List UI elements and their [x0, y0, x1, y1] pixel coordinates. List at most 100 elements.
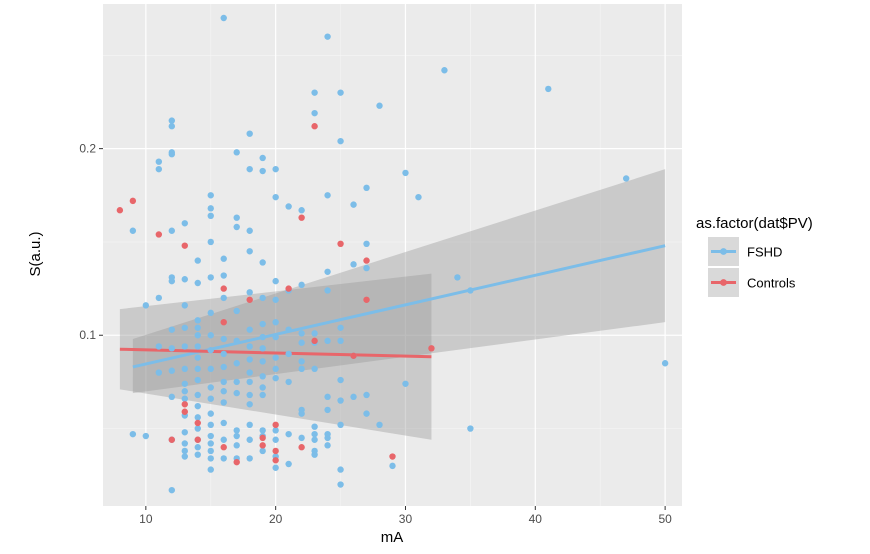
point-fshd [337, 466, 344, 473]
point-fshd [207, 238, 214, 246]
point-fshd [233, 149, 240, 156]
point-controls [220, 318, 227, 326]
y-tick-label: 0.1 [79, 328, 96, 342]
point-fshd [324, 406, 331, 414]
point-fshd [389, 462, 396, 470]
point-fshd [246, 289, 253, 296]
point-fshd [246, 455, 253, 462]
point-fshd [311, 451, 318, 458]
point-controls [116, 207, 124, 214]
point-fshd [363, 391, 370, 399]
point-controls [194, 419, 201, 427]
point-fshd [181, 380, 188, 387]
point-fshd [181, 429, 188, 436]
legend-key-point [720, 248, 727, 255]
y-tick-label: 0.2 [79, 142, 96, 156]
point-fshd [311, 423, 318, 430]
point-fshd [324, 337, 331, 345]
point-fshd [194, 332, 201, 339]
point-fshd [298, 365, 305, 373]
point-fshd [181, 276, 188, 283]
point-fshd [337, 481, 344, 488]
point-fshd [285, 430, 292, 438]
point-fshd [220, 255, 227, 262]
point-fshd [246, 421, 253, 429]
point-fshd [168, 393, 176, 401]
point-fshd [298, 281, 305, 289]
point-controls [337, 240, 344, 248]
point-fshd [311, 89, 318, 96]
point-fshd [454, 274, 461, 281]
point-fshd [363, 264, 370, 272]
legend-title: as.factor(dat$PV) [696, 215, 813, 232]
point-fshd [233, 389, 240, 397]
point-fshd [168, 151, 176, 158]
point-fshd [194, 324, 201, 331]
point-controls [233, 458, 240, 466]
x-axis: 10 20 30 40 50 [139, 506, 672, 526]
point-fshd [259, 345, 266, 352]
point-fshd [246, 436, 253, 443]
point-fshd [350, 201, 357, 208]
point-fshd [181, 302, 188, 309]
point-fshd [259, 333, 266, 341]
point-fshd [233, 378, 240, 386]
point-controls [350, 352, 357, 359]
point-fshd [259, 427, 266, 434]
point-controls [259, 442, 266, 449]
point-fshd [207, 395, 214, 402]
point-fshd [220, 363, 227, 371]
x-tick-label: 30 [399, 512, 413, 526]
point-fshd [220, 350, 227, 358]
x-tick-label: 50 [658, 512, 672, 526]
point-fshd [311, 436, 318, 443]
point-fshd [298, 330, 305, 337]
point-fshd [207, 205, 214, 212]
legend-label: FSHD [747, 245, 782, 260]
point-fshd [246, 356, 253, 363]
point-fshd [363, 240, 370, 248]
point-controls [181, 401, 188, 408]
point-fshd [207, 447, 214, 455]
point-fshd [194, 414, 201, 421]
point-fshd [337, 137, 344, 145]
point-fshd [181, 365, 188, 373]
legend-key-point [720, 279, 727, 286]
point-fshd [194, 444, 201, 451]
point-controls [311, 123, 318, 130]
point-fshd [155, 158, 163, 165]
point-controls [363, 296, 370, 303]
point-fshd [246, 401, 253, 408]
point-fshd [168, 345, 176, 352]
x-axis-title: mA [381, 529, 404, 546]
point-fshd [233, 307, 240, 315]
point-fshd [337, 397, 344, 404]
point-fshd [259, 358, 266, 365]
point-fshd [298, 207, 305, 214]
point-fshd [168, 486, 176, 494]
point-fshd [220, 388, 227, 395]
point-fshd [220, 294, 227, 302]
point-fshd [129, 430, 137, 438]
y-axis: 0.1 0.2 [79, 142, 103, 342]
point-fshd [181, 324, 188, 331]
point-fshd [272, 165, 279, 173]
point-fshd [207, 346, 214, 354]
point-fshd [272, 296, 279, 303]
point-fshd [194, 391, 201, 399]
point-fshd [246, 165, 253, 173]
point-fshd [220, 335, 227, 343]
point-fshd [259, 373, 266, 380]
point-fshd [207, 440, 214, 447]
point-fshd [155, 165, 163, 173]
point-fshd [363, 410, 370, 417]
point-fshd [168, 367, 176, 374]
point-fshd [233, 223, 240, 231]
point-fshd [298, 410, 305, 417]
point-fshd [246, 343, 253, 350]
legend: as.factor(dat$PV) FSHD Controls [696, 215, 813, 297]
point-fshd [181, 395, 188, 402]
point-fshd [272, 277, 279, 285]
point-fshd [324, 268, 331, 275]
point-fshd [259, 447, 266, 455]
